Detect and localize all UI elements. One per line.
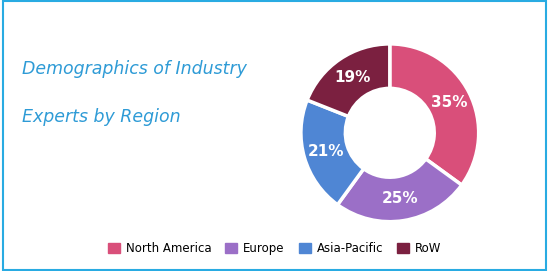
Text: 35%: 35% — [431, 95, 467, 110]
Wedge shape — [301, 100, 363, 205]
Text: Experts by Region: Experts by Region — [22, 108, 181, 126]
Wedge shape — [307, 44, 390, 117]
Wedge shape — [338, 159, 462, 222]
Legend: North America, Europe, Asia-Pacific, RoW: North America, Europe, Asia-Pacific, RoW — [103, 237, 446, 260]
Wedge shape — [390, 44, 479, 185]
Text: Demographics of Industry: Demographics of Industry — [22, 60, 247, 78]
Text: 21%: 21% — [307, 144, 344, 159]
Text: 25%: 25% — [382, 191, 418, 206]
Text: 19%: 19% — [334, 70, 371, 85]
